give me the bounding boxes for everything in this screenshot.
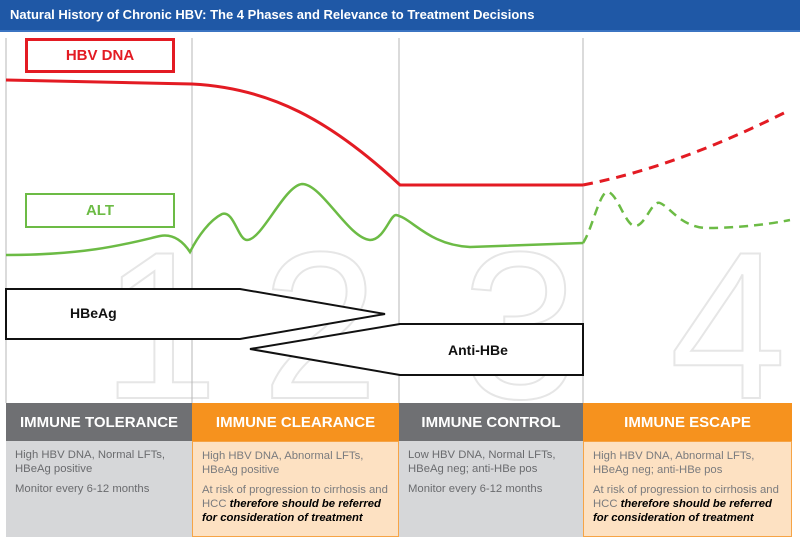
alt-curve [5, 182, 584, 257]
phase-findings: High HBV DNA, Abnormal LFTs, HBeAg posit… [202, 450, 364, 476]
phase-header-immune-control: IMMUNE CONTROL [399, 403, 583, 441]
phase-risk-emphasis: therefore should be referred for conside… [202, 498, 381, 524]
phase-monitor: Monitor every 6-12 months [408, 483, 543, 495]
phase-monitor: Monitor every 6-12 months [15, 483, 150, 495]
phase-findings: High HBV DNA, Normal LFTs, HBeAg positiv… [15, 449, 166, 475]
hbv-dna-curve [5, 78, 583, 187]
phase-name: IMMUNE TOLERANCE [19, 413, 179, 431]
hbeag-arrow [5, 288, 386, 340]
phase-findings: High HBV DNA, Abnormal LFTs, HBeAg neg; … [593, 450, 755, 476]
phase-body-immune-escape: High HBV DNA, Abnormal LFTs, HBeAg neg; … [583, 441, 792, 537]
title-bar: Natural History of Chronic HBV: The 4 Ph… [0, 0, 800, 32]
phase-risk: At risk of progression to cirrhosis and … [202, 483, 392, 525]
hbeag-label: HBeAg [70, 305, 117, 321]
anti-hbe-label: Anti-HBe [448, 342, 508, 358]
phase-risk: At risk of progression to cirrhosis and … [593, 483, 785, 525]
phase-header-immune-tolerance: IMMUNE TOLERANCE [6, 403, 192, 441]
phase-name: IMMUNE CLEARANCE [215, 413, 376, 431]
phase-risk-text: At risk of progression to cirrhosis and … [202, 484, 388, 510]
anti-hbe-arrow [249, 323, 584, 376]
phase-risk-emphasis: therefore should be referred for conside… [593, 498, 772, 524]
diagram-title: Natural History of Chronic HBV: The 4 Ph… [10, 7, 535, 22]
hbv-dna-legend-label: HBV DNA [65, 47, 135, 64]
alt-legend-box: ALT [25, 193, 175, 228]
phase-diagram: 1 2 3 4 HBeAg Anti-HBe [5, 38, 791, 403]
phase-name: IMMUNE CONTROL [421, 413, 561, 431]
hbv-dna-projection [582, 108, 791, 187]
phase-number-4: 4 [670, 208, 787, 403]
hbv-dna-legend-box: HBV DNA [25, 38, 175, 73]
phase-name: IMMUNE ESCAPE [624, 413, 751, 431]
alt-projection [581, 190, 791, 244]
alt-legend-label: ALT [85, 202, 115, 219]
phase-body-immune-tolerance: High HBV DNA, Normal LFTs, HBeAg positiv… [6, 441, 192, 537]
phase-body-immune-clearance: High HBV DNA, Abnormal LFTs, HBeAg posit… [192, 441, 399, 537]
phase-body-immune-control: Low HBV DNA, Normal LFTs, HBeAg neg; ant… [399, 441, 583, 537]
phase-header-immune-clearance: IMMUNE CLEARANCE [192, 403, 399, 441]
phase-header-immune-escape: IMMUNE ESCAPE [583, 403, 792, 441]
phase-findings: Low HBV DNA, Normal LFTs, HBeAg neg; ant… [408, 449, 556, 475]
phase-risk-text: At risk of progression to cirrhosis and … [593, 484, 779, 510]
